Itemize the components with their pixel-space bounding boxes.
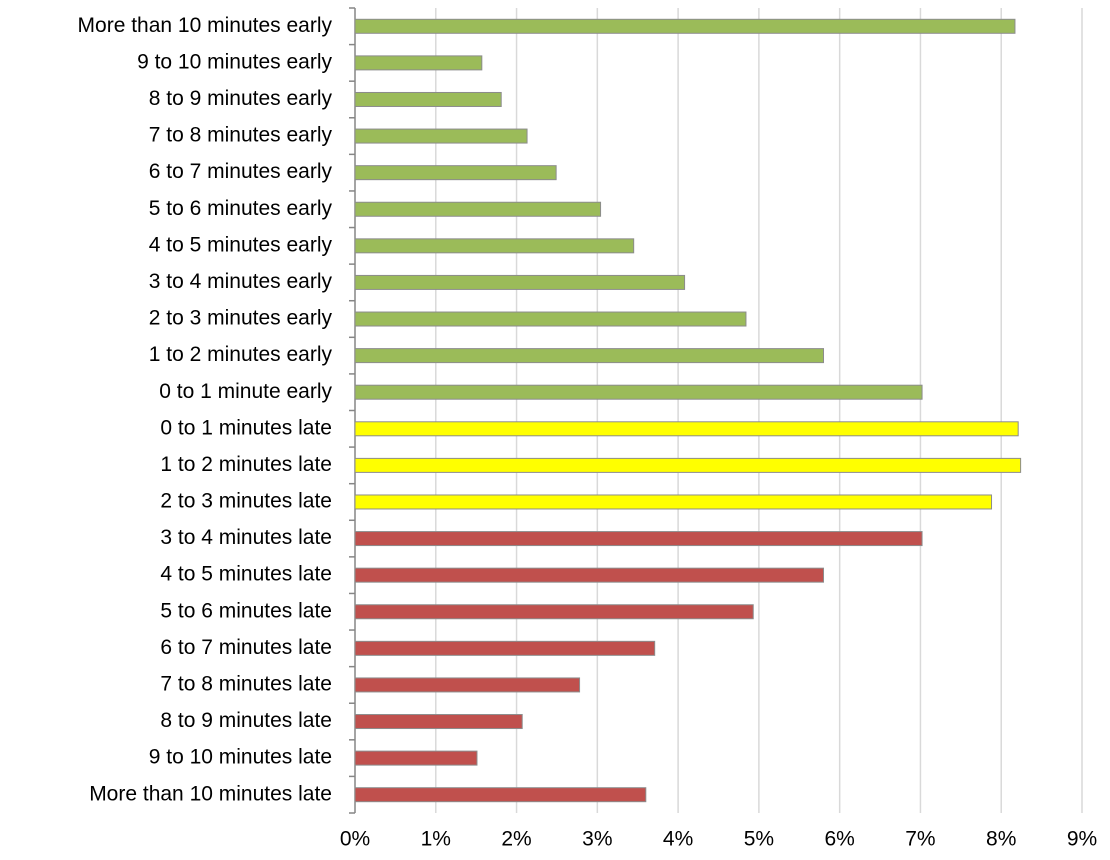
bar xyxy=(354,165,557,181)
bar xyxy=(354,457,1022,473)
bar xyxy=(354,494,993,510)
y-tick-label: 4 to 5 minutes early xyxy=(149,233,333,256)
y-tick-label: 2 to 3 minutes late xyxy=(160,490,332,513)
x-tick-label: 0% xyxy=(340,828,370,851)
bar xyxy=(354,201,602,217)
bar xyxy=(354,677,581,693)
bar xyxy=(354,91,502,107)
y-tick-label: 3 to 4 minutes late xyxy=(160,526,332,549)
y-tick-label: 5 to 6 minutes early xyxy=(149,197,333,220)
y-tick-label: 7 to 8 minutes early xyxy=(149,124,333,147)
y-tick-label: 7 to 8 minutes late xyxy=(160,672,332,695)
bar xyxy=(354,567,825,583)
x-tick-label: 5% xyxy=(744,828,774,851)
y-tick-label: 5 to 6 minutes late xyxy=(160,599,332,622)
x-tick-label: 7% xyxy=(905,828,935,851)
bar xyxy=(354,604,754,620)
y-tick-label: 6 to 7 minutes early xyxy=(149,160,333,183)
bar xyxy=(354,348,825,364)
bar xyxy=(354,238,635,254)
x-tick-label: 6% xyxy=(824,828,854,851)
bar xyxy=(354,274,686,290)
y-tick-label: More than 10 minutes late xyxy=(89,782,332,805)
x-tick-label: 4% xyxy=(663,828,693,851)
x-tick-label: 9% xyxy=(1067,828,1097,851)
y-tick-label: 8 to 9 minutes early xyxy=(149,87,333,110)
x-tick-label: 3% xyxy=(582,828,612,851)
x-tick-label: 1% xyxy=(421,828,451,851)
y-tick-label: 1 to 2 minutes late xyxy=(160,453,332,476)
y-tick-label: 1 to 2 minutes early xyxy=(149,343,333,366)
y-tick-label: More than 10 minutes early xyxy=(78,14,333,37)
bar xyxy=(354,640,656,656)
bar xyxy=(354,55,483,71)
y-tick-label: 9 to 10 minutes late xyxy=(149,746,332,769)
bar xyxy=(354,714,523,730)
bar xyxy=(354,531,923,547)
bar xyxy=(354,750,478,766)
y-tick-label: 0 to 1 minute early xyxy=(159,380,332,403)
x-tick-label: 2% xyxy=(501,828,531,851)
x-tick-label: 8% xyxy=(986,828,1016,851)
y-tick-label: 9 to 10 minutes early xyxy=(137,50,332,73)
y-tick-label: 4 to 5 minutes late xyxy=(160,563,332,586)
y-tick-label: 3 to 4 minutes early xyxy=(149,270,333,293)
bar xyxy=(354,18,1016,34)
y-tick-label: 0 to 1 minutes late xyxy=(160,416,332,439)
y-tick-label: 8 to 9 minutes late xyxy=(160,709,332,732)
y-tick-label: 2 to 3 minutes early xyxy=(149,307,333,330)
bar xyxy=(354,384,923,400)
bar xyxy=(354,421,1019,437)
bar xyxy=(354,311,747,327)
bar xyxy=(354,128,528,144)
bar xyxy=(354,787,647,803)
y-tick-label: 6 to 7 minutes late xyxy=(160,636,332,659)
